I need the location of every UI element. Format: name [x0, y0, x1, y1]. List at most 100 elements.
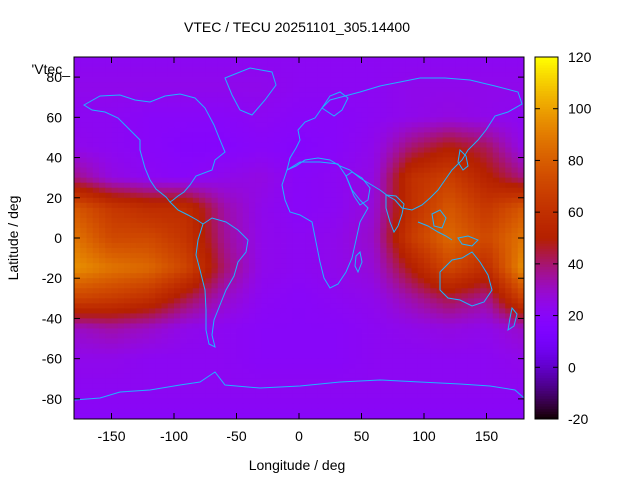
heatmap-cell	[167, 67, 175, 73]
heatmap-cell	[130, 222, 137, 229]
heatmap-cell	[317, 243, 325, 249]
heatmap-cell	[199, 212, 206, 219]
heatmap-cell	[517, 152, 525, 158]
heatmap-cell	[342, 77, 350, 83]
heatmap-cell	[117, 137, 125, 143]
heatmap-cell	[99, 323, 106, 329]
heatmap-cell	[174, 62, 181, 68]
heatmap-cell	[424, 192, 431, 199]
heatmap-cell	[280, 157, 287, 163]
heatmap-cell	[342, 303, 350, 309]
heatmap-cell	[130, 77, 137, 83]
heatmap-cell	[230, 82, 237, 88]
heatmap-cell	[174, 243, 181, 249]
heatmap-cell	[386, 137, 394, 143]
heatmap-cell	[386, 368, 394, 375]
heatmap-cell	[80, 152, 87, 158]
heatmap-cell	[255, 363, 262, 370]
heatmap-cell	[186, 398, 194, 405]
heatmap-cell	[255, 343, 262, 350]
heatmap-cell	[249, 97, 256, 103]
heatmap-cell	[74, 248, 81, 254]
heatmap-cell	[392, 172, 400, 179]
heatmap-cell	[292, 172, 300, 179]
heatmap-cell	[236, 202, 244, 209]
heatmap-cell	[130, 162, 137, 169]
heatmap-cell	[292, 353, 300, 360]
heatmap-cell	[411, 57, 419, 63]
heatmap-cell	[361, 187, 369, 194]
heatmap-cell	[280, 192, 287, 199]
heatmap-cell	[417, 137, 425, 143]
heatmap-cell	[405, 142, 412, 148]
heatmap-cell	[492, 238, 500, 244]
heatmap-cell	[517, 313, 525, 319]
heatmap-cell	[192, 92, 200, 98]
heatmap-cell	[136, 243, 144, 249]
heatmap-cell	[217, 132, 225, 138]
heatmap-cell	[336, 137, 344, 143]
heatmap-cell	[130, 142, 137, 148]
heatmap-cell	[99, 363, 106, 370]
heatmap-cell	[305, 293, 312, 299]
heatmap-cell	[399, 288, 406, 294]
heatmap-cell	[242, 167, 250, 174]
heatmap-cell	[80, 288, 87, 294]
heatmap-cell	[361, 258, 369, 264]
heatmap-cell	[449, 238, 456, 244]
heatmap-cell	[286, 263, 294, 269]
heatmap-cell	[311, 112, 319, 118]
heatmap-cell	[392, 398, 400, 405]
heatmap-cell	[111, 87, 119, 93]
heatmap-cell	[392, 67, 400, 73]
heatmap-cell	[361, 243, 369, 249]
heatmap-cell	[92, 157, 100, 163]
heatmap-cell	[430, 263, 437, 269]
heatmap-cell	[505, 127, 512, 133]
heatmap-cell	[205, 258, 212, 264]
heatmap-cell	[342, 248, 350, 254]
heatmap-cell	[486, 238, 494, 244]
heatmap-cell	[467, 232, 475, 239]
heatmap-cell	[324, 132, 331, 138]
heatmap-cell	[167, 147, 175, 153]
heatmap-cell	[130, 132, 137, 138]
heatmap-cell	[174, 373, 181, 380]
heatmap-cell	[424, 358, 431, 365]
heatmap-cell	[236, 227, 244, 234]
heatmap-cell	[149, 398, 156, 405]
heatmap-cell	[511, 122, 519, 128]
heatmap-cell	[92, 283, 100, 289]
heatmap-cell	[517, 328, 525, 334]
heatmap-cell	[211, 97, 219, 103]
heatmap-cell	[342, 293, 350, 299]
heatmap-cell	[311, 187, 319, 194]
heatmap-cell	[155, 313, 162, 319]
heatmap-cell	[255, 263, 262, 269]
heatmap-cell	[142, 258, 150, 264]
heatmap-cell	[411, 283, 419, 289]
heatmap-cell	[124, 268, 131, 274]
heatmap-cell	[367, 263, 375, 269]
heatmap-cell	[374, 207, 381, 214]
heatmap-cell	[399, 323, 406, 329]
heatmap-cell	[217, 127, 225, 133]
heatmap-cell	[274, 393, 281, 400]
heatmap-cell	[111, 323, 119, 329]
heatmap-cell	[386, 182, 394, 189]
heatmap-cell	[367, 333, 375, 339]
heatmap-cell	[474, 253, 481, 259]
heatmap-cell	[92, 232, 100, 239]
heatmap-cell	[411, 308, 419, 314]
heatmap-cell	[286, 303, 294, 309]
heatmap-cell	[517, 338, 525, 344]
heatmap-cell	[99, 368, 106, 375]
heatmap-cell	[492, 338, 500, 344]
heatmap-cell	[236, 373, 244, 380]
heatmap-cell	[205, 187, 212, 194]
heatmap-cell	[224, 258, 231, 264]
heatmap-cell	[205, 273, 212, 279]
heatmap-cell	[392, 363, 400, 370]
heatmap-cell	[305, 313, 312, 319]
heatmap-cell	[211, 398, 219, 405]
